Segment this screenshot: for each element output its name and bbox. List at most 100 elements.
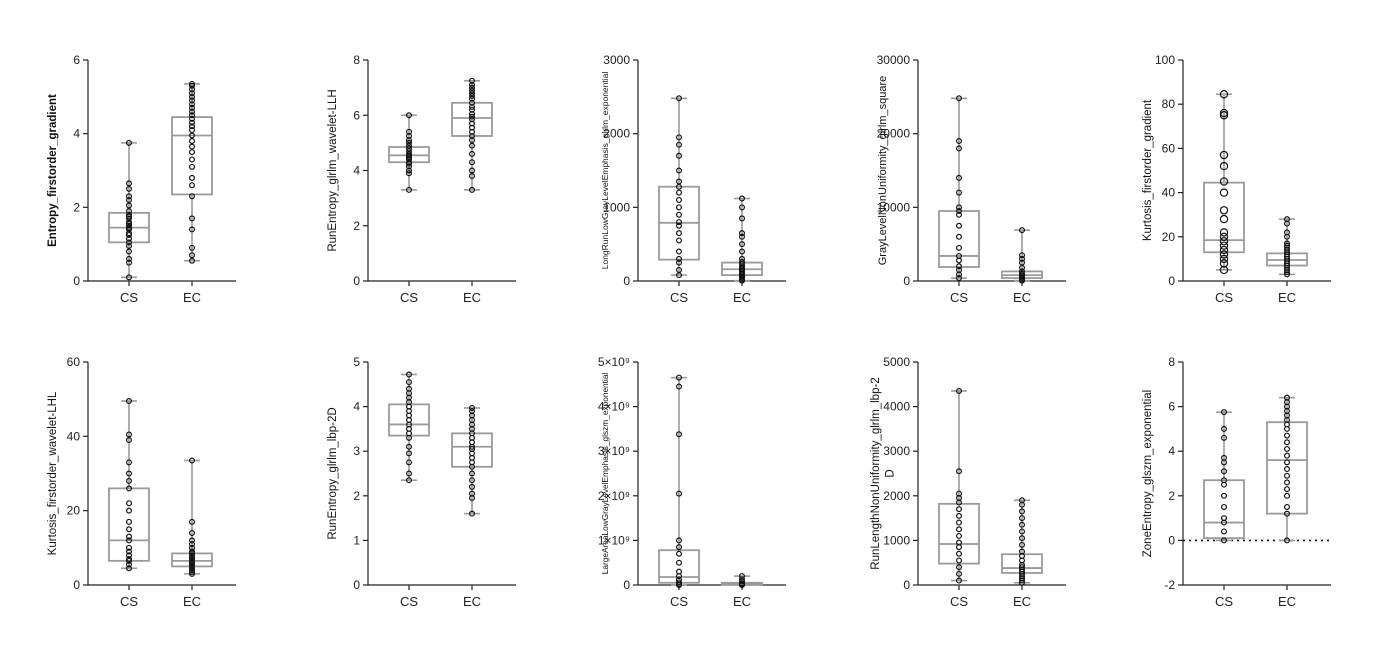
data-point <box>469 84 476 91</box>
data-point <box>1219 245 1229 255</box>
x-tick-label: EC <box>733 290 751 305</box>
data-point <box>125 215 132 222</box>
data-point <box>125 213 132 220</box>
x-tick-label: CS <box>400 594 418 609</box>
data-point <box>189 115 196 122</box>
data-point <box>1219 237 1229 246</box>
y-axis-label-group: LargeAreaLowGrayLevelEmphasis_glszm_expo… <box>600 373 610 575</box>
y-tick-label: 0 <box>73 578 80 592</box>
panel-3: 0 1000 2000 3000 CS EC LongRunLowGrayLevelEmph… <box>600 53 786 305</box>
data-point <box>125 211 132 218</box>
box-EC <box>1266 216 1308 278</box>
x-tick-label: EC <box>1278 290 1296 305</box>
data-point <box>1220 425 1227 432</box>
panel-6: 0 20 40 60 CS EC Kurtosis_firstorder_wavelet-L… <box>47 355 236 609</box>
data-point <box>469 106 476 113</box>
data-point <box>955 208 962 215</box>
data-point <box>955 557 962 564</box>
data-point <box>1283 216 1290 223</box>
box-iqr <box>451 432 493 468</box>
data-point <box>1220 468 1227 475</box>
data-point <box>125 552 132 559</box>
data-point <box>125 139 132 146</box>
data-point <box>675 222 682 229</box>
y-axis-label: RunLengthNonUniformity_glrlm_lbp-2 <box>870 377 882 569</box>
x-tick-label: CS <box>400 290 418 305</box>
data-point <box>189 104 196 111</box>
data-point <box>1018 508 1025 515</box>
data-point <box>406 159 413 166</box>
y-tick-label: 40 <box>1162 186 1176 200</box>
panel-1: 0 2 4 6 CS EC Entropy_firstorder_gradient <box>47 53 236 305</box>
data-point <box>955 570 962 577</box>
data-point <box>189 555 196 562</box>
data-point <box>125 239 132 246</box>
data-point <box>469 87 476 94</box>
data-point <box>469 490 476 497</box>
data-point <box>675 537 682 544</box>
y-axis-label-group: Entropy_firstorder_gradient <box>47 94 59 247</box>
y-tick-label: 5×10⁹ <box>598 355 630 369</box>
y-tick-label: 60 <box>67 355 81 369</box>
y-tick-label: 4×10⁹ <box>598 400 630 414</box>
data-point <box>469 483 476 490</box>
y-tick-label: 0 <box>73 274 80 288</box>
data-point <box>469 142 476 149</box>
data-point <box>675 266 682 273</box>
y-tick-label: 2×10⁹ <box>598 489 630 503</box>
data-point <box>469 113 476 120</box>
data-point <box>469 173 476 180</box>
data-point <box>1219 111 1229 120</box>
data-point <box>469 110 476 117</box>
data-point <box>1219 206 1229 215</box>
data-point <box>469 120 476 127</box>
data-point <box>125 561 132 568</box>
x-tick-label: EC <box>183 594 201 609</box>
data-point <box>955 266 962 273</box>
data-point <box>955 490 962 497</box>
data-point <box>406 186 413 193</box>
box-CS <box>658 374 700 588</box>
data-point <box>125 537 132 544</box>
data-point <box>469 128 476 135</box>
data-point <box>1283 242 1290 249</box>
data-point <box>406 170 413 177</box>
data-point <box>675 559 682 566</box>
data-point <box>189 567 196 574</box>
box-EC <box>1001 497 1043 586</box>
data-point <box>955 222 962 229</box>
data-point <box>189 97 196 104</box>
x-tick-label: CS <box>1215 594 1233 609</box>
data-point <box>189 93 196 100</box>
x-tick-label: EC <box>463 594 481 609</box>
y-tick-label: 100 <box>1155 53 1175 67</box>
y-tick-label: 2 <box>353 489 360 503</box>
data-point <box>955 519 962 526</box>
data-point <box>469 103 476 110</box>
data-point <box>1283 537 1290 544</box>
data-point <box>1219 108 1229 118</box>
data-point <box>125 226 132 233</box>
data-point <box>125 255 132 262</box>
data-point <box>469 124 476 131</box>
data-point <box>1018 535 1025 542</box>
data-point <box>189 570 196 577</box>
data-point <box>675 383 682 390</box>
y-tick-label: 3000 <box>603 53 630 67</box>
data-point <box>1219 90 1229 99</box>
data-point <box>1283 452 1290 459</box>
data-point <box>189 548 196 555</box>
data-point <box>125 526 132 533</box>
data-point <box>406 371 413 378</box>
data-point <box>189 226 196 233</box>
data-point <box>675 178 682 185</box>
data-point <box>469 77 476 84</box>
data-point <box>1219 150 1229 160</box>
data-point <box>189 457 196 464</box>
data-point <box>1018 548 1025 555</box>
data-point <box>675 568 682 575</box>
y-tick-label: 2000 <box>603 127 630 141</box>
y-tick-label: 20 <box>67 504 81 518</box>
